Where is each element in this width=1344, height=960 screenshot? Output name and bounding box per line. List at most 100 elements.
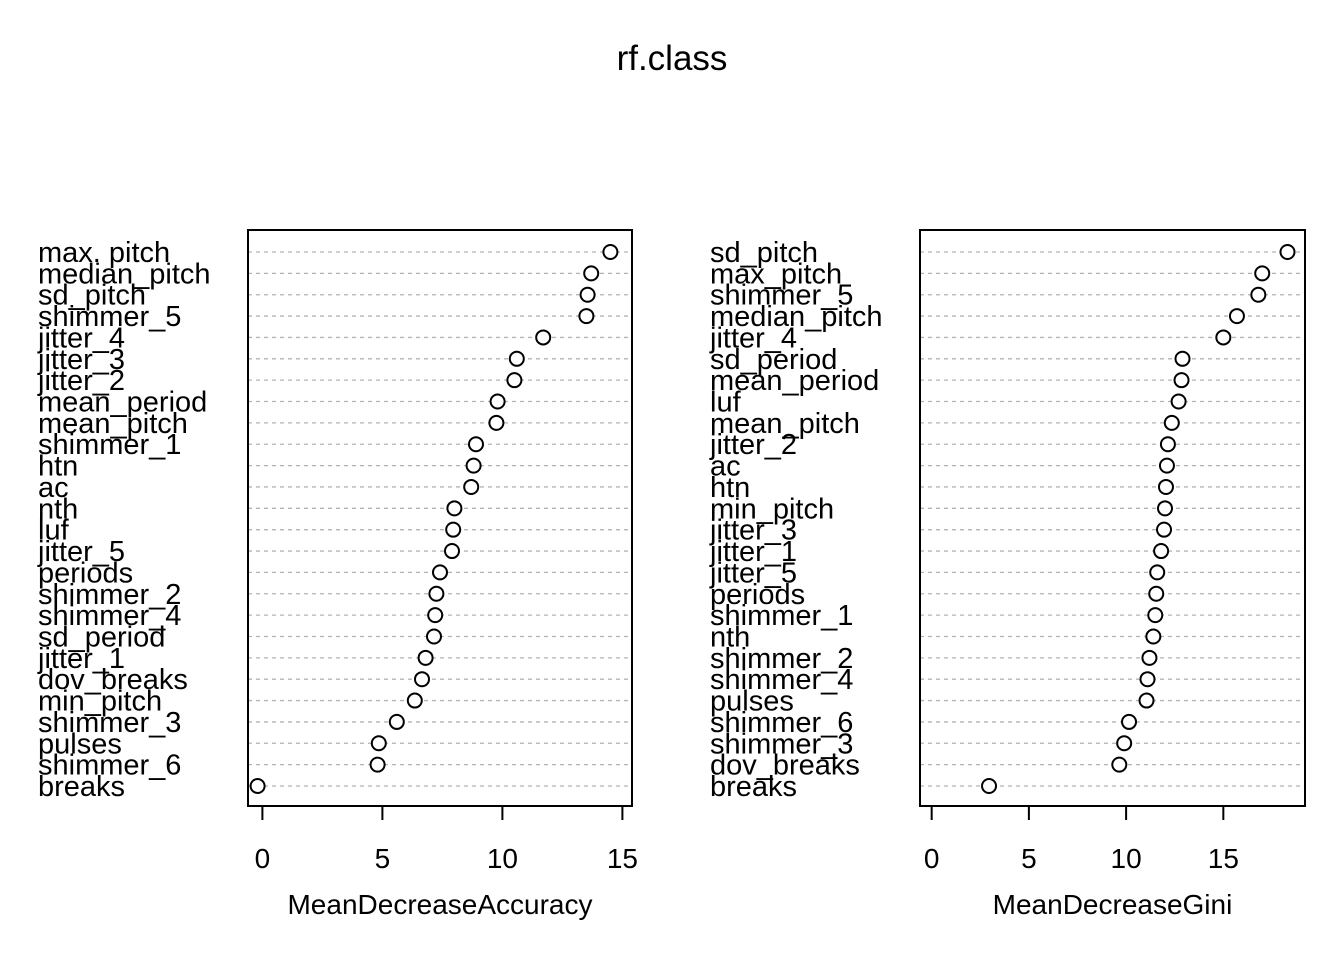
gini-panel: sd_pitchmax_pitchshimmer_5median_pitchji… bbox=[709, 229, 1306, 920]
gini-point bbox=[981, 778, 998, 794]
accuracy-point bbox=[468, 436, 484, 453]
gini-point bbox=[1159, 436, 1176, 453]
accuracy-point bbox=[249, 778, 266, 794]
accuracy-point bbox=[369, 756, 386, 773]
accuracy-variable-label: shimmer_5 bbox=[38, 301, 181, 333]
accuracy-variable-label: periods bbox=[38, 557, 133, 589]
gini-point bbox=[1153, 543, 1170, 560]
gini-x-tick-label: 10 bbox=[1111, 843, 1142, 874]
accuracy-x-tick-label: 0 bbox=[255, 843, 271, 874]
accuracy-x-axis-label: MeanDecreaseAccuracy bbox=[287, 889, 592, 920]
gini-variable-label: dov_breaks bbox=[710, 750, 860, 782]
gini-variable-label: shimmer_1 bbox=[710, 600, 853, 632]
gini-variable-label: shimmer_5 bbox=[710, 280, 853, 312]
accuracy-variable-label: sd_pitch bbox=[38, 280, 146, 312]
accuracy-x-tick-label: 10 bbox=[487, 843, 518, 874]
gini-point bbox=[1173, 372, 1190, 389]
accuracy-point bbox=[488, 414, 505, 431]
accuracy-variable-label: shimmer_3 bbox=[38, 707, 181, 739]
accuracy-x-tick-label: 5 bbox=[375, 843, 391, 874]
gini-variable-label: mean_period bbox=[710, 365, 879, 397]
gini-variable-label: shimmer_3 bbox=[710, 728, 853, 760]
accuracy-variable-label: ac bbox=[38, 472, 69, 504]
accuracy-point bbox=[446, 500, 463, 517]
accuracy-variable-label: shimmer_4 bbox=[38, 600, 181, 632]
gini-variable-label: luf bbox=[710, 387, 742, 419]
gini-variable-label: jitter_4 bbox=[709, 322, 797, 354]
accuracy-point bbox=[445, 521, 462, 538]
gini-variable-label: mean_pitch bbox=[710, 408, 860, 440]
accuracy-point bbox=[427, 607, 444, 624]
gini-point bbox=[1250, 286, 1267, 303]
accuracy-point bbox=[428, 585, 445, 602]
accuracy-point bbox=[583, 265, 600, 282]
accuracy-variable-label: shimmer_2 bbox=[38, 579, 181, 611]
accuracy-variable-label: mean_period bbox=[38, 387, 207, 419]
gini-variable-label: pulses bbox=[710, 686, 794, 718]
accuracy-variable-label: jitter_4 bbox=[37, 322, 125, 354]
gini-point bbox=[1121, 713, 1138, 730]
accuracy-point bbox=[465, 457, 482, 474]
gini-x-axis-label: MeanDecreaseGini bbox=[993, 889, 1233, 920]
gini-point bbox=[1147, 607, 1164, 624]
gini-point bbox=[1139, 671, 1156, 688]
accuracy-point bbox=[444, 543, 460, 560]
accuracy-point bbox=[578, 308, 595, 325]
accuracy-variable-label: nth bbox=[38, 493, 78, 525]
gini-x-tick-label: 5 bbox=[1021, 843, 1037, 874]
gini-variable-label: shimmer_6 bbox=[710, 707, 853, 739]
accuracy-point bbox=[417, 649, 434, 666]
gini-variable-label: htn bbox=[710, 472, 750, 504]
gini-variable-label: breaks bbox=[710, 771, 797, 803]
gini-variable-label: nth bbox=[710, 621, 750, 653]
gini-variable-label: ac bbox=[710, 451, 741, 483]
accuracy-point bbox=[414, 671, 430, 688]
gini-variable-label: sd_pitch bbox=[710, 237, 818, 269]
accuracy-variable-label: jitter_5 bbox=[37, 536, 125, 568]
accuracy-variable-label: max. pitch bbox=[38, 237, 170, 269]
gini-variable-label: sd_period bbox=[710, 344, 837, 376]
accuracy-point bbox=[506, 372, 523, 389]
gini-variable-label: min_pitch bbox=[710, 493, 834, 525]
gini-point bbox=[1111, 756, 1128, 773]
gini-variable-label: jitter_2 bbox=[709, 429, 797, 461]
gini-variable-label: shimmer_2 bbox=[710, 643, 853, 675]
accuracy-variable-label: shimmer_1 bbox=[38, 429, 181, 461]
accuracy-variable-label: luf bbox=[38, 515, 70, 547]
gini-point bbox=[1170, 393, 1187, 410]
gini-point bbox=[1254, 265, 1271, 282]
gini-variable-label: shimmer_4 bbox=[710, 664, 853, 696]
accuracy-point bbox=[489, 393, 506, 410]
chart-title: rf.class bbox=[617, 39, 728, 78]
gini-point bbox=[1149, 564, 1166, 581]
gini-variable-label: jitter_5 bbox=[709, 557, 797, 589]
accuracy-variable-label: jitter_1 bbox=[37, 643, 125, 675]
gini-x-tick-label: 0 bbox=[924, 843, 940, 874]
gini-variable-label: median_pitch bbox=[710, 301, 883, 333]
gini-point bbox=[1138, 692, 1155, 709]
gini-point bbox=[1215, 329, 1232, 346]
gini-point bbox=[1148, 585, 1165, 602]
accuracy-plot-frame bbox=[247, 229, 633, 807]
accuracy-variable-label: dov_breaks bbox=[38, 664, 188, 696]
accuracy-variable-label: shimmer_6 bbox=[38, 750, 181, 782]
accuracy-variable-label: min_pitch bbox=[38, 686, 162, 718]
accuracy-point bbox=[432, 564, 448, 581]
accuracy-x-tick-label: 15 bbox=[607, 843, 638, 874]
gini-point bbox=[1145, 628, 1162, 645]
accuracy-point bbox=[426, 628, 442, 645]
accuracy-variable-label: jitter_2 bbox=[37, 365, 125, 397]
gini-variable-label: jitter_3 bbox=[709, 515, 797, 547]
gini-point bbox=[1156, 521, 1173, 538]
gini-plot-frame bbox=[919, 229, 1306, 807]
accuracy-point bbox=[579, 286, 596, 303]
accuracy-variable-label: median_pitch bbox=[38, 258, 211, 290]
gini-point bbox=[1116, 735, 1133, 752]
gini-point bbox=[1157, 500, 1173, 517]
gini-variable-label: jitter_1 bbox=[709, 536, 797, 568]
accuracy-point bbox=[388, 713, 405, 730]
accuracy-variable-label: breaks bbox=[38, 771, 125, 803]
gini-point bbox=[1174, 350, 1191, 367]
accuracy-panel: max. pitchmedian_pitchsd_pitchshimmer_5j… bbox=[37, 229, 638, 920]
